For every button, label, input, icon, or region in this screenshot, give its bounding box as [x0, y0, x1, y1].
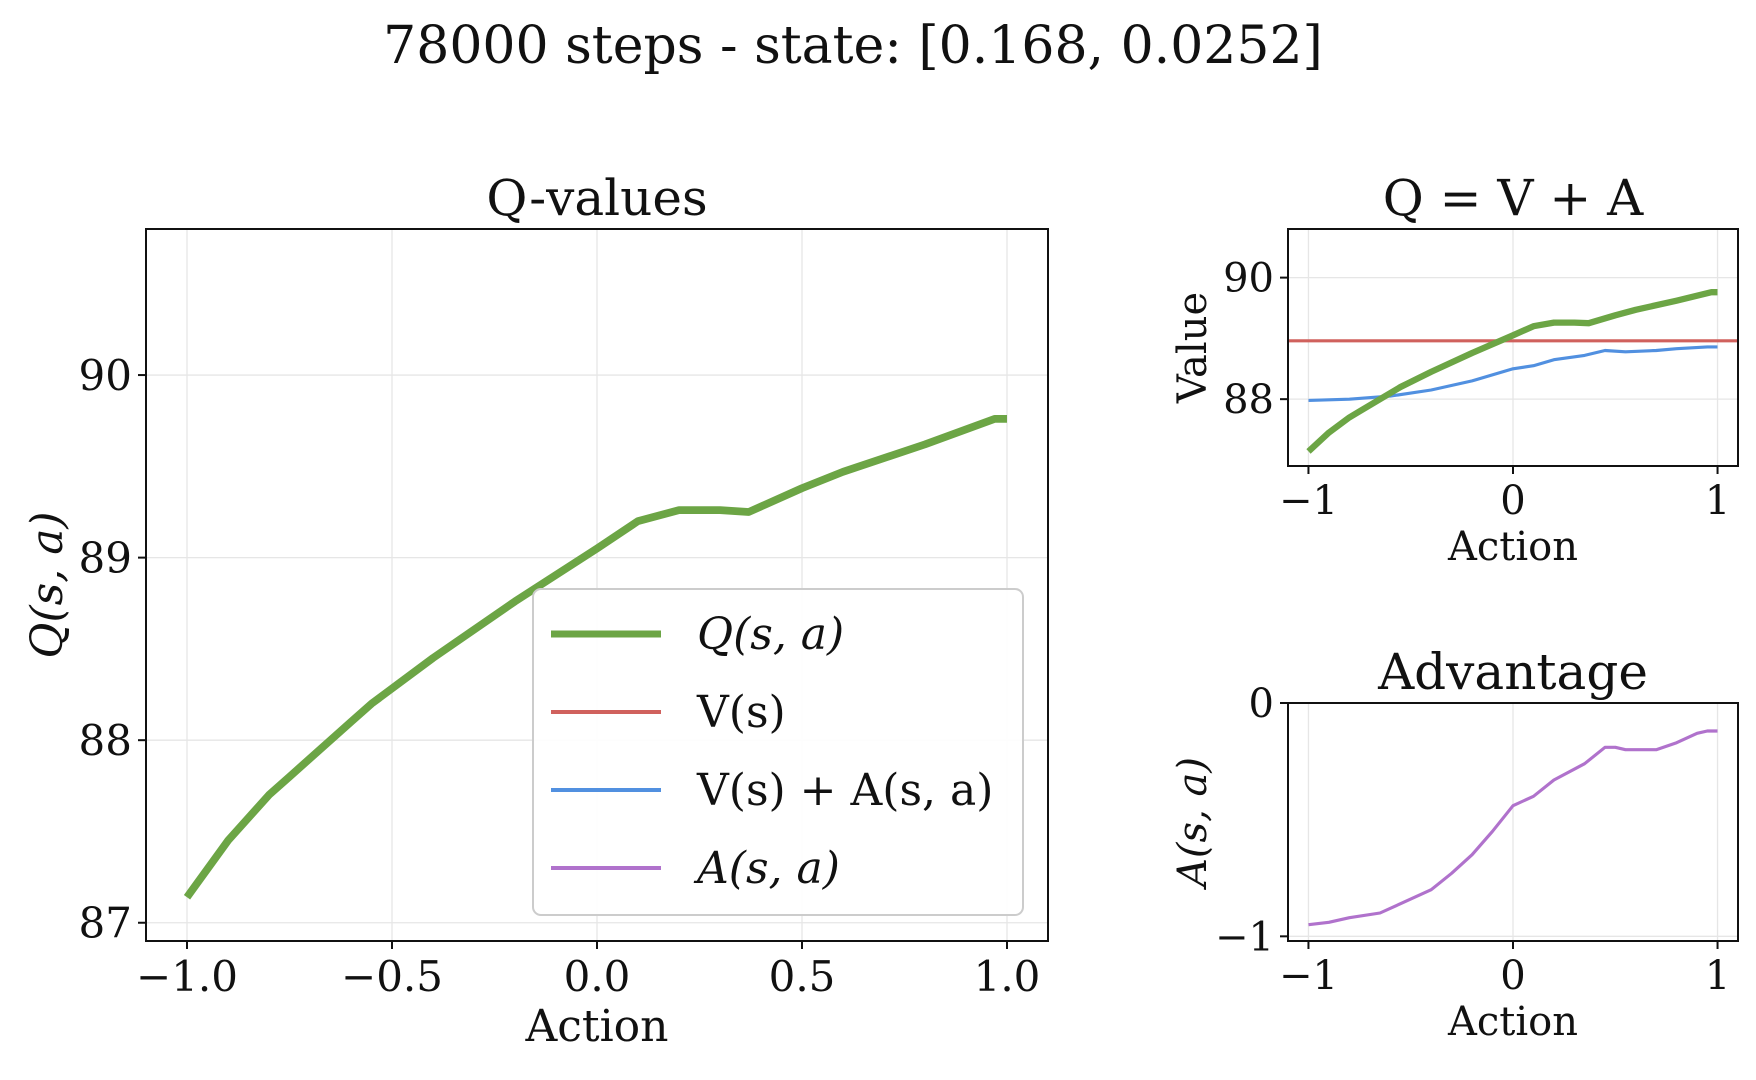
chart-title: Q = V + A	[1383, 169, 1644, 227]
y-tick-label: 90	[1223, 256, 1274, 302]
y-tick-label: −1	[1215, 914, 1274, 960]
y-tick-label: 87	[79, 898, 132, 947]
x-tick-label: 1	[1705, 953, 1730, 999]
series-line-vpa	[1308, 345, 1718, 402]
y-tick-label: 89	[79, 533, 132, 582]
x-tick-label: 0	[1500, 953, 1525, 999]
legend-label: V(s)	[696, 687, 786, 738]
y-tick-label: 90	[79, 351, 132, 400]
series-line-q	[183, 415, 1007, 900]
x-axis-label: Action	[1447, 999, 1578, 1045]
chart-title: Q-values	[486, 169, 707, 227]
chart-q-equals-v-plus-a: −1 0 1 88 90 Q = V + A Action Value	[1170, 169, 1739, 570]
x-tick-label: 0	[1500, 478, 1525, 524]
x-tick-label: −0.5	[341, 952, 443, 1001]
y-tick-label: 88	[79, 716, 132, 765]
x-axis-label: Action	[1447, 524, 1578, 570]
y-axis-label: A(s, a)	[1170, 757, 1216, 891]
x-tick-label: −1	[1279, 478, 1338, 524]
y-axis-label: Value	[1170, 292, 1216, 404]
figure-suptitle: 78000 steps - state: [0.168, 0.0252]	[383, 16, 1323, 76]
legend-label: V(s) + A(s, a)	[696, 765, 993, 816]
series-line-adv	[1308, 729, 1718, 927]
x-tick-label: −1.0	[136, 952, 238, 1001]
x-axis-label: Action	[525, 1001, 669, 1052]
y-tick-label: 0	[1249, 681, 1274, 727]
x-tick-label: 1.0	[974, 952, 1041, 1001]
chart-advantage: −1 0 1 −1 0 Advantage Action A(s, a)	[1170, 643, 1739, 1045]
legend-box	[532, 588, 1024, 916]
x-tick-label: 0.0	[564, 952, 631, 1001]
y-axis-label: Q(s, a)	[22, 511, 73, 658]
chart-q-values: −1.0 −0.5 0.0 0.5 1.0 87 88 89 90 Q-values Action Q…	[22, 169, 1049, 1052]
legend-label: Q(s, a)	[697, 609, 844, 660]
x-tick-label: 0.5	[769, 952, 836, 1001]
x-tick-label: −1	[1279, 953, 1338, 999]
x-tick-label: 1	[1705, 478, 1730, 524]
legend: Q(s, a) V(s) V(s) + A(s, a) A(s, a)	[532, 588, 1024, 916]
y-tick-label: 88	[1223, 377, 1274, 423]
chart-title: Advantage	[1377, 643, 1648, 701]
series-line-q	[1306, 289, 1718, 454]
legend-label: A(s, a)	[693, 843, 840, 894]
